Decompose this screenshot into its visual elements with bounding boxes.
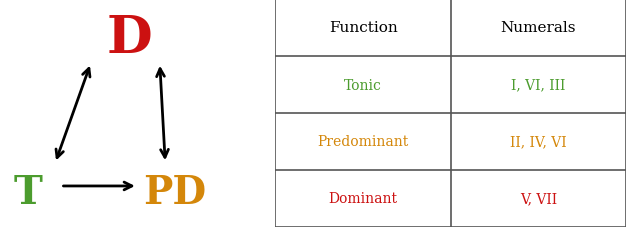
Text: Predominant: Predominant xyxy=(317,135,409,149)
Text: II, IV, VI: II, IV, VI xyxy=(510,135,567,149)
Text: PD: PD xyxy=(143,173,207,211)
Text: Numerals: Numerals xyxy=(501,21,576,35)
Text: Dominant: Dominant xyxy=(329,192,398,206)
Text: Function: Function xyxy=(329,21,398,35)
Text: V, VII: V, VII xyxy=(520,192,557,206)
Text: T: T xyxy=(14,173,43,211)
Text: Tonic: Tonic xyxy=(344,78,382,92)
Text: D: D xyxy=(106,13,152,64)
Text: I, VI, III: I, VI, III xyxy=(511,78,565,92)
